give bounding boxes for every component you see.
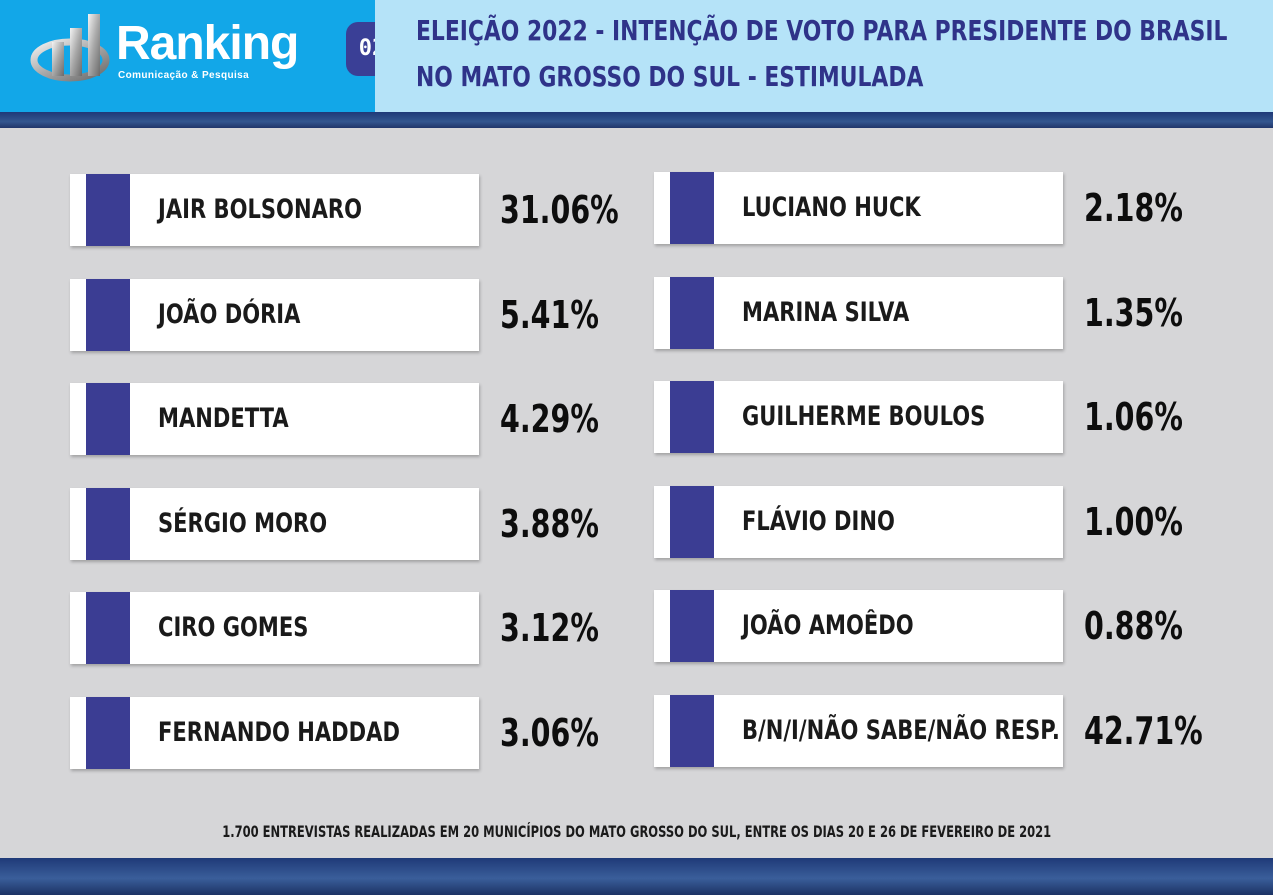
candidate-color-stripe (670, 486, 714, 558)
candidate-card: FERNANDO HADDAD (70, 697, 479, 769)
ranking-logo-icon (30, 14, 110, 82)
candidate-color-stripe (86, 174, 130, 246)
candidate-name: GUILHERME BOULOS (742, 401, 986, 432)
candidate-name: B/N/I/NÃO SABE/NÃO RESP. (742, 715, 1060, 746)
candidate-color-stripe (670, 590, 714, 662)
candidate-color-stripe (670, 695, 714, 767)
title-panel (375, 0, 1273, 112)
candidate-card: JOÃO DÓRIA (70, 279, 479, 351)
candidate-name: LUCIANO HUCK (742, 192, 921, 223)
candidate-card: CIRO GOMES (70, 592, 479, 664)
header-divider-bar (0, 112, 1273, 128)
candidate-name: JOÃO AMOÊDO (742, 610, 914, 641)
candidate-percentage: 1.00% (1084, 500, 1183, 544)
candidate-name: FLÁVIO DINO (742, 506, 895, 537)
candidate-card: B/N/I/NÃO SABE/NÃO RESP. (654, 695, 1063, 767)
candidate-name: JOÃO DÓRIA (158, 299, 301, 330)
candidate-percentage: 5.41% (500, 293, 599, 337)
candidate-percentage: 4.29% (500, 397, 599, 441)
candidate-percentage: 1.35% (1084, 291, 1183, 335)
candidate-color-stripe (670, 172, 714, 244)
candidate-card: JOÃO AMOÊDO (654, 590, 1063, 662)
candidate-card: JAIR BOLSONARO (70, 174, 479, 246)
candidate-color-stripe (86, 592, 130, 664)
footnote-text: 1.700 ENTREVISTAS REALIZADAS EM 20 MUNIC… (222, 822, 1051, 841)
footer-bar (0, 858, 1273, 895)
candidate-name: CIRO GOMES (158, 612, 309, 643)
logo-subtitle: Comunicação & Pesquisa (118, 70, 250, 81)
candidate-percentage: 3.06% (500, 711, 599, 755)
candidate-percentage: 3.88% (500, 502, 599, 546)
candidate-color-stripe (86, 488, 130, 560)
candidate-color-stripe (86, 279, 130, 351)
logo-wordmark: Ranking (116, 17, 299, 70)
candidate-card: FLÁVIO DINO (654, 486, 1063, 558)
candidate-percentage: 42.71% (1084, 709, 1203, 753)
candidate-name: MARINA SILVA (742, 297, 910, 328)
candidate-name: FERNANDO HADDAD (158, 717, 400, 748)
candidate-percentage: 0.88% (1084, 604, 1183, 648)
candidate-card: MANDETTA (70, 383, 479, 455)
candidate-color-stripe (86, 383, 130, 455)
candidate-card: LUCIANO HUCK (654, 172, 1063, 244)
survey-footnote: 1.700 ENTREVISTAS REALIZADAS EM 20 MUNIC… (0, 822, 1273, 841)
header: Ranking Comunicação & Pesquisa 02 ELEIÇÃ… (0, 0, 1273, 112)
logo-panel: Ranking Comunicação & Pesquisa 02 (0, 0, 398, 112)
candidate-name: JAIR BOLSONARO (158, 194, 363, 225)
candidate-card: MARINA SILVA (654, 277, 1063, 349)
candidate-name: SÉRGIO MORO (158, 508, 328, 539)
candidate-card: SÉRGIO MORO (70, 488, 479, 560)
candidate-percentage: 2.18% (1084, 186, 1183, 230)
candidate-color-stripe (670, 381, 714, 453)
page-title: ELEIÇÃO 2022 - INTENÇÃO DE VOTO PARA PRE… (416, 14, 1228, 93)
candidate-name: MANDETTA (158, 403, 289, 434)
candidate-color-stripe (86, 697, 130, 769)
candidate-percentage: 1.06% (1084, 395, 1183, 439)
candidate-percentage: 31.06% (500, 188, 619, 232)
candidate-color-stripe (670, 277, 714, 349)
candidate-percentage: 3.12% (500, 606, 599, 650)
candidate-card: GUILHERME BOULOS (654, 381, 1063, 453)
